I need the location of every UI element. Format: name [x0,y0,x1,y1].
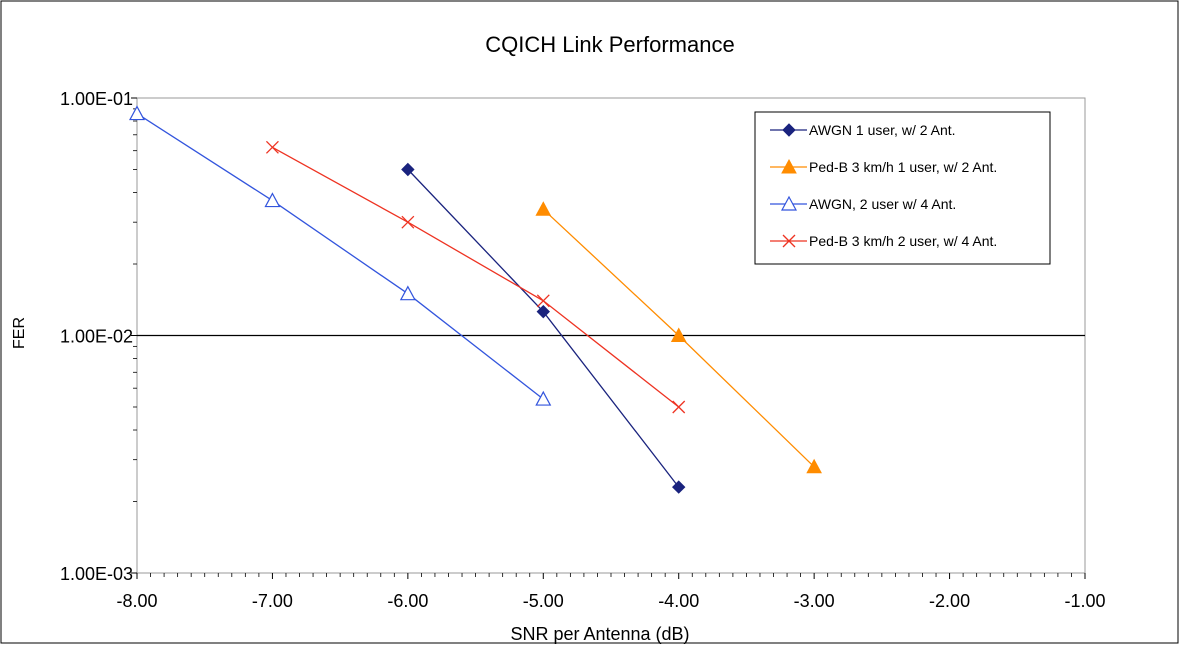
data-point [401,162,415,177]
data-point [672,400,686,414]
legend-item: Ped-B 3 km/h 1 user, w/ 2 Ant. [770,158,997,175]
marker-stroke [782,234,796,248]
legend-marker [782,234,796,248]
legend-marker [780,195,798,211]
chart-title: CQICH Link Performance [485,32,734,57]
series-line [272,146,680,408]
x-tick-label: -5.00 [523,591,564,611]
y-tick-label: 1.00E-01 [60,89,133,109]
marker-stroke [536,294,550,308]
data-point [128,105,146,121]
x-tick-label: -8.00 [116,591,157,611]
marker-stroke [672,400,686,414]
marker-stroke [265,140,279,154]
series-4 [265,140,686,414]
x-tick-label: -6.00 [387,591,428,611]
legend-marker [782,123,796,137]
y-axis-label: FER [11,317,28,349]
legend-label: Ped-B 3 km/h 2 user, w/ 4 Ant. [809,233,997,249]
legend-label: AWGN, 2 user w/ 4 Ant. [809,196,956,212]
legend-box [754,111,1051,265]
series-3 [128,105,552,406]
x-tick-label: -1.00 [1064,591,1105,611]
data-point [535,390,552,406]
y-tick-label: 1.00E-03 [60,564,133,584]
series-2 [535,201,822,474]
marker-stroke [401,215,415,229]
data-point [670,327,687,342]
x-tick-label: -2.00 [929,591,970,611]
data-point [672,480,686,494]
legend-marker [781,158,797,174]
x-tick-label: -3.00 [794,591,835,611]
series-1 [401,162,686,494]
x-tick-label: -4.00 [658,591,699,611]
data-point [265,140,279,154]
data-point [536,304,550,319]
y-tick-label: 1.00E-02 [60,327,133,347]
data-point [264,192,281,208]
legend-item: AWGN, 2 user w/ 4 Ant. [770,195,956,212]
data-point [536,294,550,308]
legend-label: Ped-B 3 km/h 1 user, w/ 2 Ant. [809,159,997,175]
data-point [399,285,416,301]
x-axis-label: SNR per Antenna (dB) [510,624,689,644]
data-point [806,458,822,474]
series-line [136,113,544,400]
data-point [535,201,552,216]
data-point [401,215,415,229]
x-tick-label: -7.00 [252,591,293,611]
legend-item: Ped-B 3 km/h 2 user, w/ 4 Ant. [770,233,997,249]
legend-label: AWGN 1 user, w/ 2 Ant. [809,122,956,138]
legend-item: AWGN 1 user, w/ 2 Ant. [770,122,956,138]
